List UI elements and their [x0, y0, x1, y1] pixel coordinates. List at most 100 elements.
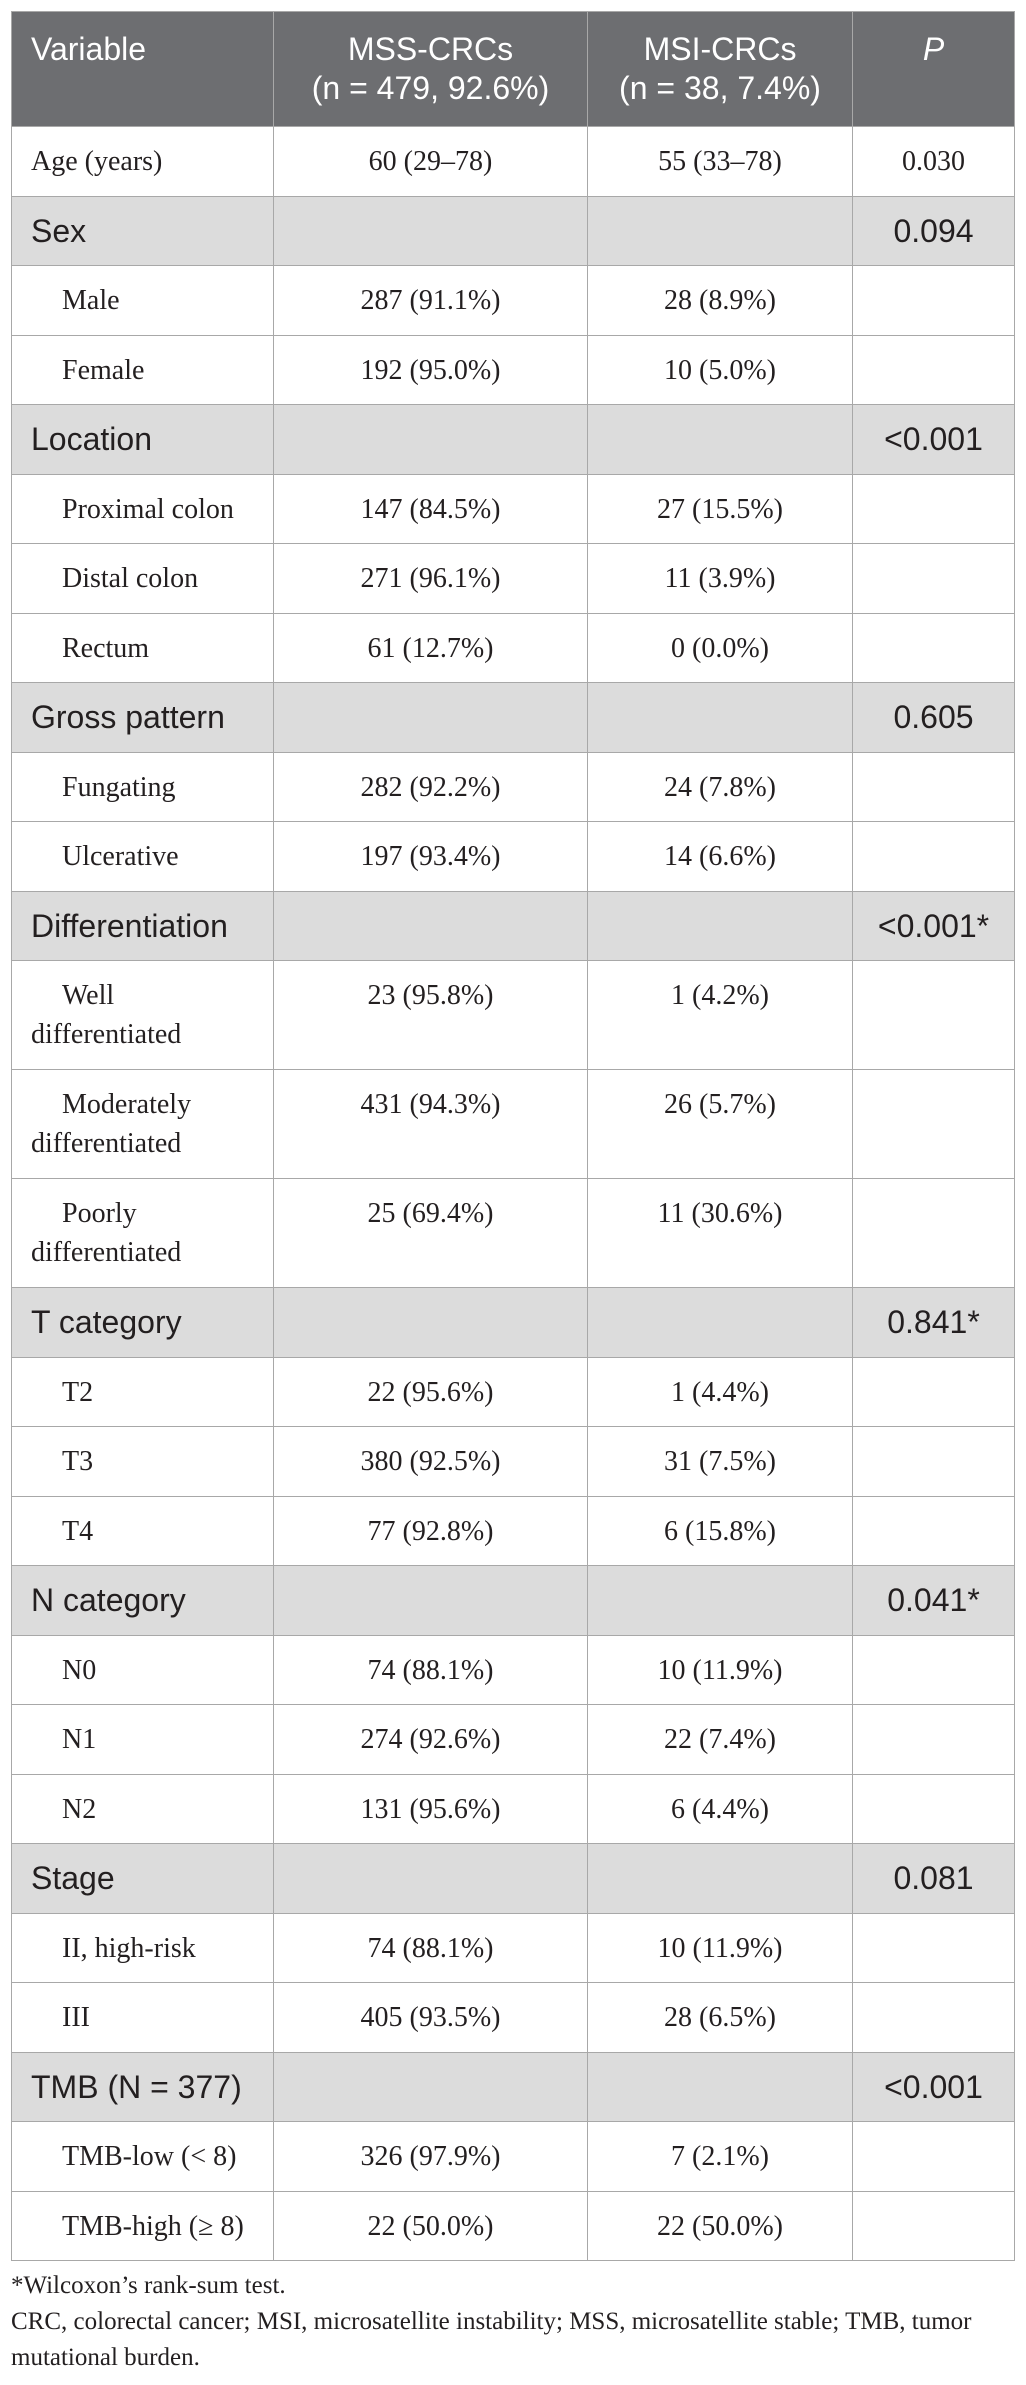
header-msi-count: (n = 38, 7.4%) — [619, 70, 821, 106]
empty-cell — [587, 2051, 853, 2122]
header-mss: MSS-CRCs (n = 479, 92.6%) — [273, 11, 588, 127]
category-p-value: 0.094 — [852, 195, 1015, 266]
empty-cell — [273, 1843, 588, 1914]
mss-value: 405 (93.5%) — [273, 1982, 588, 2053]
category-p-value: <0.001 — [852, 404, 1015, 475]
category-p-value: 0.041* — [852, 1565, 1015, 1636]
msi-value: 6 (4.4%) — [587, 1773, 853, 1844]
item-row: Proximal colon 147 (84.5%) 27 (15.5%) — [11, 473, 1015, 544]
msi-value: 1 (4.2%) — [587, 960, 853, 1070]
empty-cell — [273, 1287, 588, 1358]
item-label: N2 — [11, 1773, 274, 1844]
item-row: Female 192 (95.0%) 10 (5.0%) — [11, 334, 1015, 405]
category-row-t-category: T category 0.841* — [11, 1287, 1015, 1358]
empty-cell — [587, 682, 853, 753]
msi-value: 24 (7.8%) — [587, 751, 853, 822]
item-label: Well differentiated — [31, 980, 182, 1050]
footnote-abbreviations: CRC, colorectal cancer; MSI, microsatell… — [11, 2308, 972, 2371]
category-label: TMB (N = 377) — [11, 2051, 274, 2122]
category-label: T category — [11, 1287, 274, 1358]
msi-value: 27 (15.5%) — [587, 473, 853, 544]
item-row: II, high-risk 74 (88.1%) 10 (11.9%) — [11, 1912, 1015, 1983]
item-label: TMB-low (< 8) — [11, 2121, 274, 2192]
category-label: Gross pattern — [11, 682, 274, 753]
item-row: Moderately differentiated 431 (94.3%) 26… — [11, 1069, 1015, 1179]
item-row: T3 380 (92.5%) 31 (7.5%) — [11, 1426, 1015, 1497]
item-label: Distal colon — [11, 543, 274, 614]
item-label: Rectum — [11, 612, 274, 683]
item-label-cell: Moderately differentiated — [11, 1069, 274, 1179]
empty-cell — [273, 682, 588, 753]
empty-cell — [273, 404, 588, 475]
msi-value: 11 (30.6%) — [587, 1178, 853, 1288]
empty-cell — [852, 1426, 1015, 1497]
results-table: Variable MSS-CRCs (n = 479, 92.6%) MSI-C… — [11, 11, 1015, 2261]
empty-cell — [852, 1178, 1015, 1288]
mss-value: 74 (88.1%) — [273, 1634, 588, 1705]
empty-cell — [852, 2190, 1015, 2261]
mss-value: 74 (88.1%) — [273, 1912, 588, 1983]
empty-cell — [852, 612, 1015, 683]
item-row: N1 274 (92.6%) 22 (7.4%) — [11, 1704, 1015, 1775]
mss-value: 287 (91.1%) — [273, 265, 588, 336]
item-label: Moderately differentiated — [31, 1089, 192, 1159]
mss-value: 326 (97.9%) — [273, 2121, 588, 2192]
item-label: N0 — [11, 1634, 274, 1705]
header-msi-title: MSI-CRCs — [643, 31, 797, 67]
category-row-sex: Sex 0.094 — [11, 195, 1015, 266]
table-footnotes: *Wilcoxon’s rank-sum test. CRC, colorect… — [11, 2268, 1014, 2376]
mss-value: 271 (96.1%) — [273, 543, 588, 614]
item-label: T4 — [11, 1495, 274, 1566]
item-row: Male 287 (91.1%) 28 (8.9%) — [11, 265, 1015, 336]
header-mss-title: MSS-CRCs — [347, 31, 514, 67]
mss-value: 22 (95.6%) — [273, 1356, 588, 1427]
category-label: Stage — [11, 1843, 274, 1914]
mss-value: 60 (29–78) — [273, 126, 588, 197]
empty-cell — [587, 1843, 853, 1914]
item-row: Poorly differentiated 25 (69.4%) 11 (30.… — [11, 1178, 1015, 1288]
item-label: II, high-risk — [11, 1912, 274, 1983]
category-label: Sex — [11, 195, 274, 266]
item-label: Female — [11, 334, 274, 405]
mss-value: 131 (95.6%) — [273, 1773, 588, 1844]
item-row: Fungating 282 (92.2%) 24 (7.8%) — [11, 751, 1015, 822]
mss-value: 23 (95.8%) — [273, 960, 588, 1070]
item-row: III 405 (93.5%) 28 (6.5%) — [11, 1982, 1015, 2053]
p-value: 0.030 — [852, 126, 1015, 197]
item-label: Male — [11, 265, 274, 336]
empty-cell — [587, 1565, 853, 1636]
empty-cell — [587, 1287, 853, 1358]
mss-value: 197 (93.4%) — [273, 821, 588, 892]
msi-value: 6 (15.8%) — [587, 1495, 853, 1566]
category-row-differentiation: Differentiation <0.001* — [11, 890, 1015, 961]
mss-value: 282 (92.2%) — [273, 751, 588, 822]
footnote-test: *Wilcoxon’s rank-sum test. — [11, 2272, 286, 2299]
msi-value: 14 (6.6%) — [587, 821, 853, 892]
mss-value: 61 (12.7%) — [273, 612, 588, 683]
msi-value: 22 (7.4%) — [587, 1704, 853, 1775]
mss-value: 431 (94.3%) — [273, 1069, 588, 1179]
empty-cell — [852, 1704, 1015, 1775]
item-label: Age (years) — [11, 126, 274, 197]
item-label: T2 — [11, 1356, 274, 1427]
empty-cell — [273, 1565, 588, 1636]
category-row-tmb: TMB (N = 377) <0.001 — [11, 2051, 1015, 2122]
empty-cell — [852, 2121, 1015, 2192]
empty-cell — [587, 890, 853, 961]
msi-value: 10 (5.0%) — [587, 334, 853, 405]
item-row: T2 22 (95.6%) 1 (4.4%) — [11, 1356, 1015, 1427]
empty-cell — [852, 543, 1015, 614]
category-row-stage: Stage 0.081 — [11, 1843, 1015, 1914]
item-label: III — [11, 1982, 274, 2053]
item-row: TMB-high (≥ 8) 22 (50.0%) 22 (50.0%) — [11, 2190, 1015, 2261]
msi-value: 31 (7.5%) — [587, 1426, 853, 1497]
header-mss-count: (n = 479, 92.6%) — [311, 70, 550, 106]
item-label: N1 — [11, 1704, 274, 1775]
mss-value: 22 (50.0%) — [273, 2190, 588, 2261]
msi-value: 55 (33–78) — [587, 126, 853, 197]
empty-cell — [852, 265, 1015, 336]
item-row: N2 131 (95.6%) 6 (4.4%) — [11, 1773, 1015, 1844]
msi-value: 7 (2.1%) — [587, 2121, 853, 2192]
item-row: Ulcerative 197 (93.4%) 14 (6.6%) — [11, 821, 1015, 892]
msi-value: 28 (8.9%) — [587, 265, 853, 336]
